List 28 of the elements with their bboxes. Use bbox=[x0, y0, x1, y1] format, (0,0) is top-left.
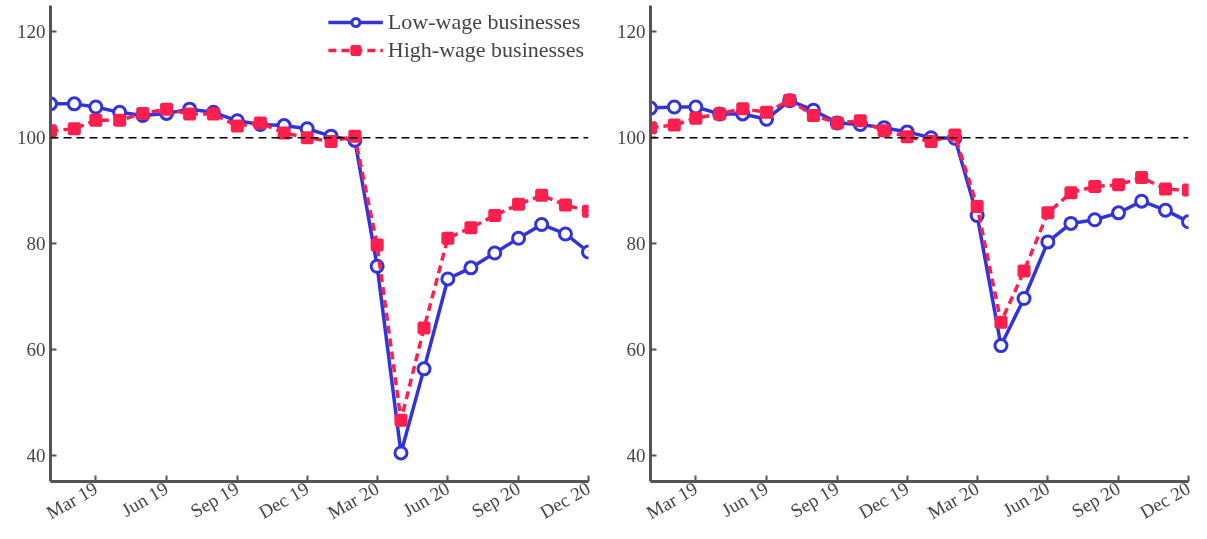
x-tick-label: Jun 20 bbox=[399, 477, 454, 521]
y-tick-label: 120 bbox=[617, 21, 646, 43]
x-tick-label: Mar 19 bbox=[42, 477, 102, 524]
x-tick-label: Mar 20 bbox=[923, 477, 983, 524]
x-tick-label: Dec 20 bbox=[536, 477, 594, 523]
y-tick-label: 100 bbox=[17, 127, 46, 149]
x-tick-label: Mar 19 bbox=[642, 477, 702, 524]
x-tick-label: Jun 19 bbox=[117, 477, 172, 521]
x-tick-label: Jun 20 bbox=[999, 477, 1054, 521]
x-tick-label: Dec 19 bbox=[254, 477, 313, 523]
x-tick-label: Sep 19 bbox=[186, 477, 243, 522]
x-tick-label: Dec 20 bbox=[1136, 477, 1194, 523]
y-tick-label: 60 bbox=[26, 338, 46, 360]
legend-label: High-wage businesses bbox=[387, 37, 584, 63]
y-tick-label: 60 bbox=[626, 338, 646, 360]
x-tick-label: Sep 19 bbox=[786, 477, 843, 522]
x-tick-label: Sep 20 bbox=[468, 477, 524, 522]
legend-label: Low-wage businesses bbox=[387, 9, 581, 35]
y-tick-label: 120 bbox=[17, 21, 46, 43]
x-tick-label: Sep 20 bbox=[1068, 477, 1124, 522]
y-tick-label: 40 bbox=[26, 444, 46, 466]
y-tick-label: 100 bbox=[617, 127, 646, 149]
x-tick-label: Jun 19 bbox=[717, 477, 772, 521]
y-tick-label: 80 bbox=[26, 233, 46, 254]
x-tick-label: Dec 19 bbox=[854, 477, 913, 523]
y-tick-label: 80 bbox=[626, 233, 646, 254]
y-tick-label: 40 bbox=[626, 444, 646, 466]
x-tick-label: Mar 20 bbox=[323, 477, 383, 524]
